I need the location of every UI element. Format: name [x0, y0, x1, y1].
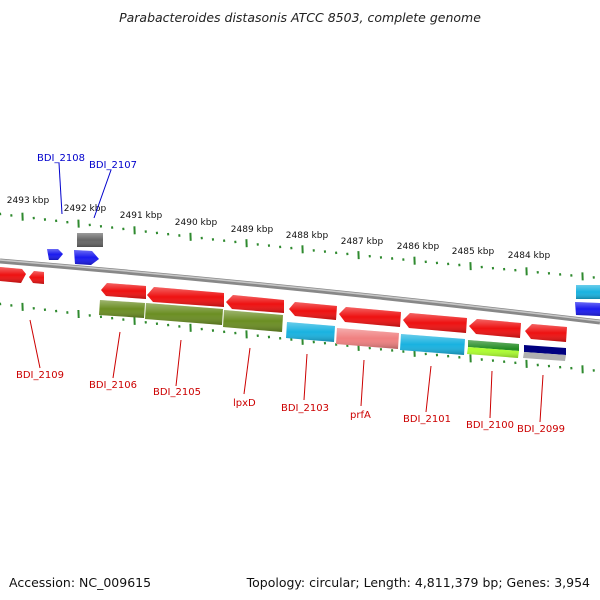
- label-leader-lines: [29, 162, 544, 423]
- gene-label-bdi-2108: BDI_2108: [37, 153, 85, 164]
- gene-label-bdi-2109: BDI_2109: [16, 370, 64, 381]
- genome-backbone-highlight: [0, 259, 600, 322]
- gene-bdi-2103[interactable]: [286, 302, 337, 342]
- gene-labels: BDI_2108 BDI_2107 BDI_2109 BDI_2106 BDI_…: [16, 153, 565, 435]
- genome-summary-label: Topology: circular; Length: 4,811,379 bp…: [246, 575, 590, 590]
- scale-tick-label: 2491 kbp: [120, 211, 163, 221]
- gene-lpxd[interactable]: [223, 295, 284, 332]
- accession-label: Accession: NC_009615: [9, 575, 151, 590]
- gene-label-bdi-2106: BDI_2106: [89, 380, 137, 391]
- gene-label-bdi-2100: BDI_2100: [466, 420, 514, 431]
- gene-label-bdi-2103: BDI_2103: [281, 403, 329, 414]
- scale-tick-label: 2492 kbp: [64, 204, 107, 214]
- edge-feature-forward[interactable]: [575, 285, 600, 316]
- gene-label-prfa: prfA: [350, 410, 371, 421]
- map-title: Parabacteroides distasonis ATCC 8503, co…: [119, 10, 481, 25]
- gene-bdi-2108[interactable]: [47, 249, 63, 260]
- gene-bdi-2109[interactable]: [0, 267, 44, 284]
- gene-bdi-2105[interactable]: [145, 287, 224, 325]
- scale-tick-label: 2486 kbp: [397, 242, 440, 252]
- gene-bdi-2100[interactable]: [467, 319, 521, 358]
- scale-tick-label: 2488 kbp: [286, 231, 329, 241]
- gene-bdi-2106[interactable]: [99, 283, 146, 318]
- outer-tick-track: [0, 212, 595, 281]
- scale-tick-label: 2489 kbp: [231, 225, 274, 235]
- gene-label-bdi-2107: BDI_2107: [89, 160, 137, 171]
- gene-bdi-2099[interactable]: [523, 324, 567, 361]
- gene-label-lpxd: lpxD: [233, 398, 256, 409]
- gene-label-bdi-2105: BDI_2105: [153, 387, 201, 398]
- scale-tick-label: 2484 kbp: [508, 251, 551, 261]
- scale-tick-label: 2490 kbp: [175, 218, 218, 228]
- scale-tick-label: 2493 kbp: [7, 196, 50, 206]
- genome-backbone: [0, 258, 600, 325]
- scale-tick-labels: 2493 kbp 2492 kbp 2491 kbp 2490 kbp 2489…: [7, 196, 551, 261]
- scale-tick-label: 2487 kbp: [341, 237, 384, 247]
- gene-bdi-2107[interactable]: [74, 233, 103, 265]
- gene-label-bdi-2101: BDI_2101: [403, 414, 451, 425]
- reverse-strand-features: [0, 267, 567, 361]
- forward-strand-features: [47, 233, 600, 316]
- gene-bdi-2101[interactable]: [400, 313, 467, 355]
- scale-tick-label: 2485 kbp: [452, 247, 495, 257]
- gene-prfa[interactable]: [336, 307, 401, 349]
- gene-label-bdi-2099: BDI_2099: [517, 424, 565, 435]
